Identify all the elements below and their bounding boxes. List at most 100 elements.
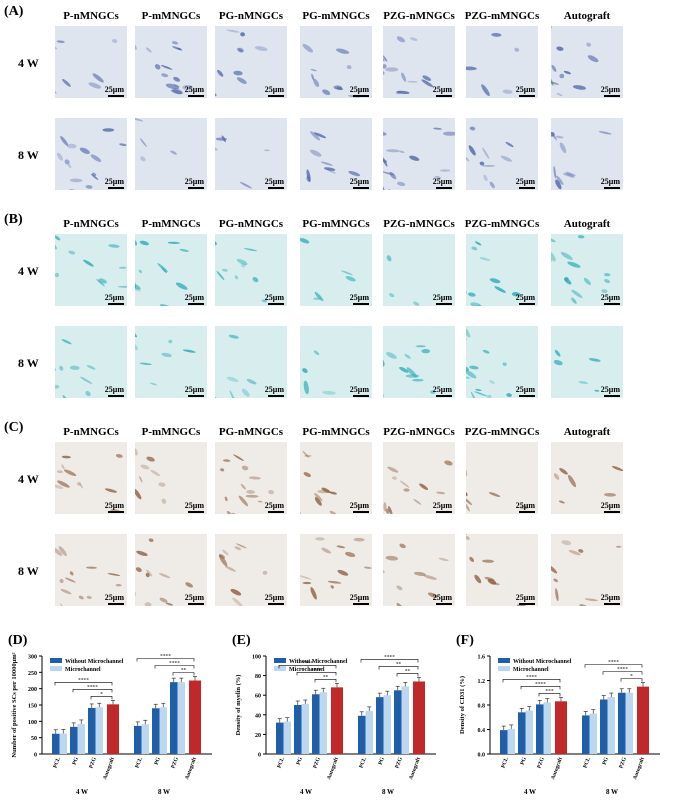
significance-label: ** xyxy=(405,668,411,674)
cell-mark xyxy=(135,286,142,292)
bar-without-microchannel xyxy=(152,708,160,754)
cell-mark xyxy=(96,278,105,287)
category-label: Autograft xyxy=(408,756,422,780)
cell-mark xyxy=(427,592,438,598)
column-title-c-2: PG-nMNGCs xyxy=(218,426,284,438)
cell-mark xyxy=(482,147,490,160)
cell-mark xyxy=(466,154,470,162)
cell-mark xyxy=(145,47,152,53)
scale-label: 25μm xyxy=(184,593,204,602)
micrograph-b-0-6: 25μm xyxy=(551,234,623,306)
scale-bar xyxy=(108,187,124,189)
significance-bracket xyxy=(584,664,643,668)
cell-mark xyxy=(313,79,320,88)
bar-microchannel xyxy=(507,728,515,754)
cell-mark xyxy=(154,64,161,70)
cell-mark xyxy=(233,70,243,76)
scale-bar xyxy=(436,95,452,97)
tissue-texture xyxy=(300,238,356,306)
micrograph-c-0-4: 25μm xyxy=(383,442,455,514)
bar-without-microchannel xyxy=(582,715,590,754)
significance-bracket xyxy=(314,679,337,683)
cell-mark xyxy=(92,172,97,177)
tissue-texture xyxy=(135,327,196,386)
significance-label: **** xyxy=(160,654,171,660)
cell-mark xyxy=(145,572,150,578)
cell-mark xyxy=(226,511,233,514)
cell-mark xyxy=(322,390,336,395)
scale-bar xyxy=(108,511,124,513)
cell-mark xyxy=(383,356,385,367)
cell-mark xyxy=(111,38,118,43)
cell-mark xyxy=(323,167,336,171)
cell-mark xyxy=(246,490,255,494)
column-title-c-1: P-mMNGCs xyxy=(141,426,201,438)
cell-mark xyxy=(556,92,563,97)
scale-bar xyxy=(604,187,620,189)
column-title-b-6: Autograft xyxy=(563,218,611,230)
cell-mark xyxy=(313,132,327,139)
tissue-texture xyxy=(466,326,512,398)
scale-label: 25μm xyxy=(600,85,620,94)
cell-mark xyxy=(150,469,161,477)
cell-mark xyxy=(584,598,598,602)
bar-microchannel xyxy=(607,697,615,754)
cell-mark xyxy=(422,75,432,81)
chart-f: (F) 0.0 0.4 0.8 1.2 1.6 Density of CD31 (%) Wit… xyxy=(456,633,660,796)
bar-microchannel xyxy=(95,707,103,754)
scale-label: 25μm xyxy=(104,85,124,94)
cell-mark xyxy=(469,126,476,131)
cell-mark xyxy=(479,257,491,261)
bar-autograft xyxy=(189,680,201,754)
cell-mark xyxy=(226,29,240,33)
cell-mark xyxy=(240,263,246,268)
cell-mark xyxy=(421,79,434,88)
cell-mark xyxy=(302,450,310,458)
cell-mark xyxy=(236,48,244,53)
chart-letter: (F) xyxy=(456,633,474,648)
column-title-a-1: P-mMNGCs xyxy=(141,10,201,22)
cell-mark xyxy=(578,380,588,385)
cell-mark xyxy=(556,46,564,51)
cell-mark xyxy=(320,161,333,166)
legend-swatch xyxy=(274,666,286,671)
cell-mark xyxy=(598,131,612,135)
cell-mark xyxy=(471,246,478,251)
cell-mark xyxy=(587,55,599,63)
cell-mark xyxy=(215,146,218,151)
cell-mark xyxy=(470,302,481,306)
cell-mark xyxy=(310,68,317,72)
cell-mark xyxy=(553,578,558,583)
cell-mark xyxy=(401,72,407,82)
micrograph-a-1-6: 25μm xyxy=(551,118,623,190)
cell-mark xyxy=(173,76,181,82)
scale-bar xyxy=(188,187,204,189)
cell-mark xyxy=(55,366,56,371)
category-label: PCL xyxy=(582,756,592,769)
legend-label: Microchannel xyxy=(513,667,549,673)
cell-mark xyxy=(86,364,96,370)
cell-mark xyxy=(345,276,356,282)
cell-mark xyxy=(603,273,611,277)
significance-bracket xyxy=(72,689,113,693)
tissue-texture xyxy=(551,540,622,606)
cell-mark xyxy=(321,487,331,493)
cell-mark xyxy=(229,390,236,398)
cell-mark xyxy=(306,169,311,183)
cell-mark xyxy=(252,276,259,283)
cell-mark xyxy=(466,502,471,512)
cell-mark xyxy=(85,566,97,569)
cell-mark xyxy=(583,277,591,285)
category-label: PZG xyxy=(312,756,322,769)
cell-mark xyxy=(563,70,572,75)
cell-mark xyxy=(487,578,497,585)
tissue-texture xyxy=(215,334,257,398)
tissue-texture xyxy=(55,235,127,288)
scale-label: 25μm xyxy=(600,593,620,602)
bar-autograft xyxy=(637,686,649,754)
cell-mark xyxy=(170,150,177,155)
significance-bracket xyxy=(396,673,419,677)
micrograph-a-0-1: 25μm xyxy=(135,26,207,98)
cell-mark xyxy=(336,48,350,54)
cell-mark xyxy=(238,495,249,507)
